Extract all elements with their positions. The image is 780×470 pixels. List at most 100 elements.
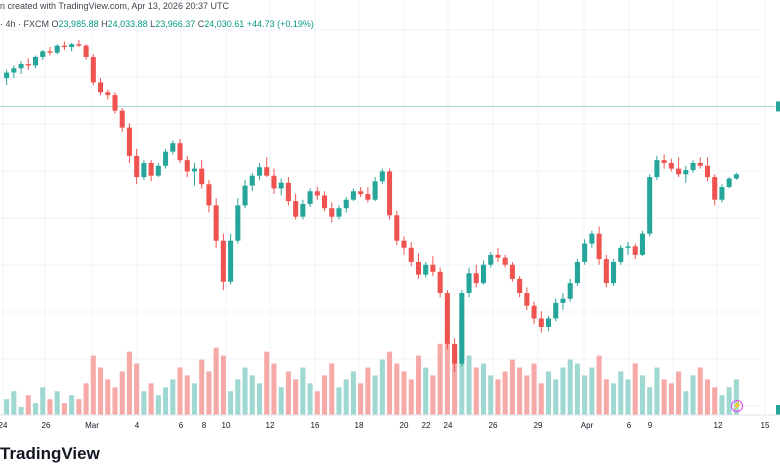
open-label: O <box>51 19 59 29</box>
candle-body <box>285 182 291 202</box>
volume-bar <box>661 379 667 415</box>
volume-bar <box>509 359 515 415</box>
symbol-interval: · 4h · FXCM <box>0 19 50 29</box>
ohlc-legend: · 4h · FXCM O23,985.88 H24,033.88 L23,96… <box>0 19 314 29</box>
volume-bar <box>603 379 609 415</box>
volume-bar <box>191 383 198 415</box>
x-tick-label: 29 <box>534 421 543 430</box>
candle-body <box>430 264 436 272</box>
high-value: 24,033.88 <box>107 19 148 29</box>
candle-body <box>452 343 458 364</box>
volume-bar <box>582 375 588 415</box>
volume-bar <box>401 371 407 415</box>
low-value: 23,966.37 <box>155 19 196 29</box>
volume-bar <box>618 371 624 415</box>
candle-body <box>98 82 104 93</box>
candle-body <box>654 160 660 178</box>
x-tick-label: 22 <box>422 421 431 430</box>
volume-bar <box>379 359 385 415</box>
candle-body <box>249 175 255 186</box>
candle-body <box>459 293 465 364</box>
volume-bar <box>148 383 154 415</box>
volume-bar <box>452 347 458 415</box>
volume-bar <box>4 399 10 415</box>
candle-body <box>379 171 385 182</box>
volume-bar <box>611 383 617 415</box>
volume-bar <box>553 379 559 415</box>
candle-body <box>11 68 17 73</box>
x-tick-label: 26 <box>42 421 51 430</box>
volume-bar <box>184 375 190 415</box>
volume-bar <box>394 363 400 415</box>
candle-body <box>307 191 313 204</box>
candle-body <box>495 254 501 258</box>
candle-body <box>437 271 443 294</box>
x-tick-label: 20 <box>400 421 409 430</box>
candle-body <box>134 155 140 178</box>
volume-bar <box>632 363 638 415</box>
volume-bar <box>647 387 653 415</box>
candle-body <box>76 44 82 46</box>
candle-body <box>256 167 263 176</box>
close-value: 24,030.61 <box>204 19 245 29</box>
volume-bar <box>538 383 544 415</box>
candle-body <box>733 174 739 179</box>
volume-bar <box>690 375 696 415</box>
volume-bar <box>683 391 689 415</box>
candle-body <box>574 261 580 284</box>
volume-bar <box>437 343 443 415</box>
candle-body <box>83 45 89 57</box>
candle-body <box>278 182 284 189</box>
x-tick-label: 12 <box>714 421 723 430</box>
candle-body <box>596 233 602 260</box>
volume-bar <box>502 371 508 415</box>
volume-bar <box>264 351 270 415</box>
candle-body <box>184 160 190 172</box>
volume-bar <box>726 387 732 415</box>
volume-bar <box>61 403 67 415</box>
volume-bar <box>25 395 31 415</box>
candle-body <box>603 259 609 284</box>
volume-bar <box>719 395 725 415</box>
volume-bar <box>278 387 284 415</box>
volume-bar <box>18 407 24 415</box>
volume-bar <box>654 367 660 415</box>
volume-bar <box>90 355 96 415</box>
volume-bar <box>444 331 450 415</box>
volume-bar <box>199 359 205 415</box>
candle-body <box>567 283 573 299</box>
volume-bar <box>466 355 472 415</box>
candle-body <box>488 254 494 265</box>
candle-body <box>177 143 183 161</box>
candle-body <box>401 240 407 248</box>
candle-body <box>509 264 515 279</box>
volume-bar <box>242 367 248 415</box>
candle-body <box>502 257 508 265</box>
volume-bar <box>11 391 17 415</box>
volume-bar <box>69 395 75 415</box>
volume-bar <box>98 367 104 415</box>
volume-bar <box>293 379 299 415</box>
high-label: H <box>101 19 108 29</box>
volume-bar <box>430 375 436 415</box>
candle-body <box>394 215 400 241</box>
volume-bar <box>473 367 479 415</box>
volume-bar <box>54 391 60 415</box>
volume-bar <box>531 363 537 415</box>
volume-bar <box>560 367 566 415</box>
candle-body <box>170 143 176 152</box>
candle-body <box>329 208 335 217</box>
candle-body <box>726 178 732 188</box>
lightning-icon[interactable]: ⚡ <box>731 400 743 412</box>
volume-bar <box>235 379 241 415</box>
x-tick-label: 4 <box>135 421 140 430</box>
x-tick-label: 16 <box>311 421 320 430</box>
volume-bar <box>249 375 255 415</box>
candle-body <box>228 240 234 282</box>
volume-bar <box>177 367 183 415</box>
candlesticks <box>4 40 739 373</box>
candle-body <box>322 195 328 209</box>
volume-bar <box>47 399 53 415</box>
volume-bar <box>733 379 739 415</box>
